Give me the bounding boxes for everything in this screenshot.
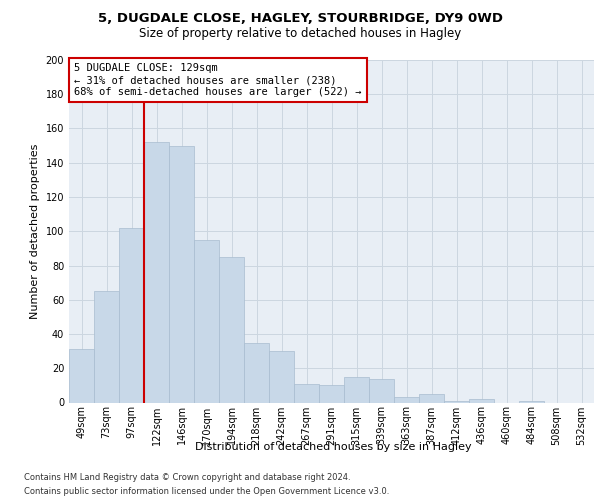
Bar <box>144 142 169 403</box>
Bar <box>469 399 494 402</box>
Bar <box>369 378 394 402</box>
Text: 5 DUGDALE CLOSE: 129sqm
← 31% of detached houses are smaller (238)
68% of semi-d: 5 DUGDALE CLOSE: 129sqm ← 31% of detache… <box>74 64 362 96</box>
Bar <box>269 351 294 403</box>
Bar <box>319 386 344 402</box>
Bar <box>294 384 319 402</box>
Bar <box>394 398 419 402</box>
Bar <box>219 257 244 402</box>
Bar <box>419 394 444 402</box>
Text: 5, DUGDALE CLOSE, HAGLEY, STOURBRIDGE, DY9 0WD: 5, DUGDALE CLOSE, HAGLEY, STOURBRIDGE, D… <box>97 12 503 26</box>
Bar <box>344 377 369 402</box>
Bar <box>519 401 544 402</box>
Bar <box>119 228 144 402</box>
Bar <box>169 146 194 402</box>
Text: Size of property relative to detached houses in Hagley: Size of property relative to detached ho… <box>139 28 461 40</box>
Bar <box>444 401 469 402</box>
Text: Distribution of detached houses by size in Hagley: Distribution of detached houses by size … <box>194 442 472 452</box>
Text: Contains public sector information licensed under the Open Government Licence v3: Contains public sector information licen… <box>24 488 389 496</box>
Bar <box>244 342 269 402</box>
Bar <box>69 350 94 403</box>
Text: Contains HM Land Registry data © Crown copyright and database right 2024.: Contains HM Land Registry data © Crown c… <box>24 472 350 482</box>
Bar <box>194 240 219 402</box>
Bar <box>94 291 119 403</box>
Y-axis label: Number of detached properties: Number of detached properties <box>30 144 40 319</box>
